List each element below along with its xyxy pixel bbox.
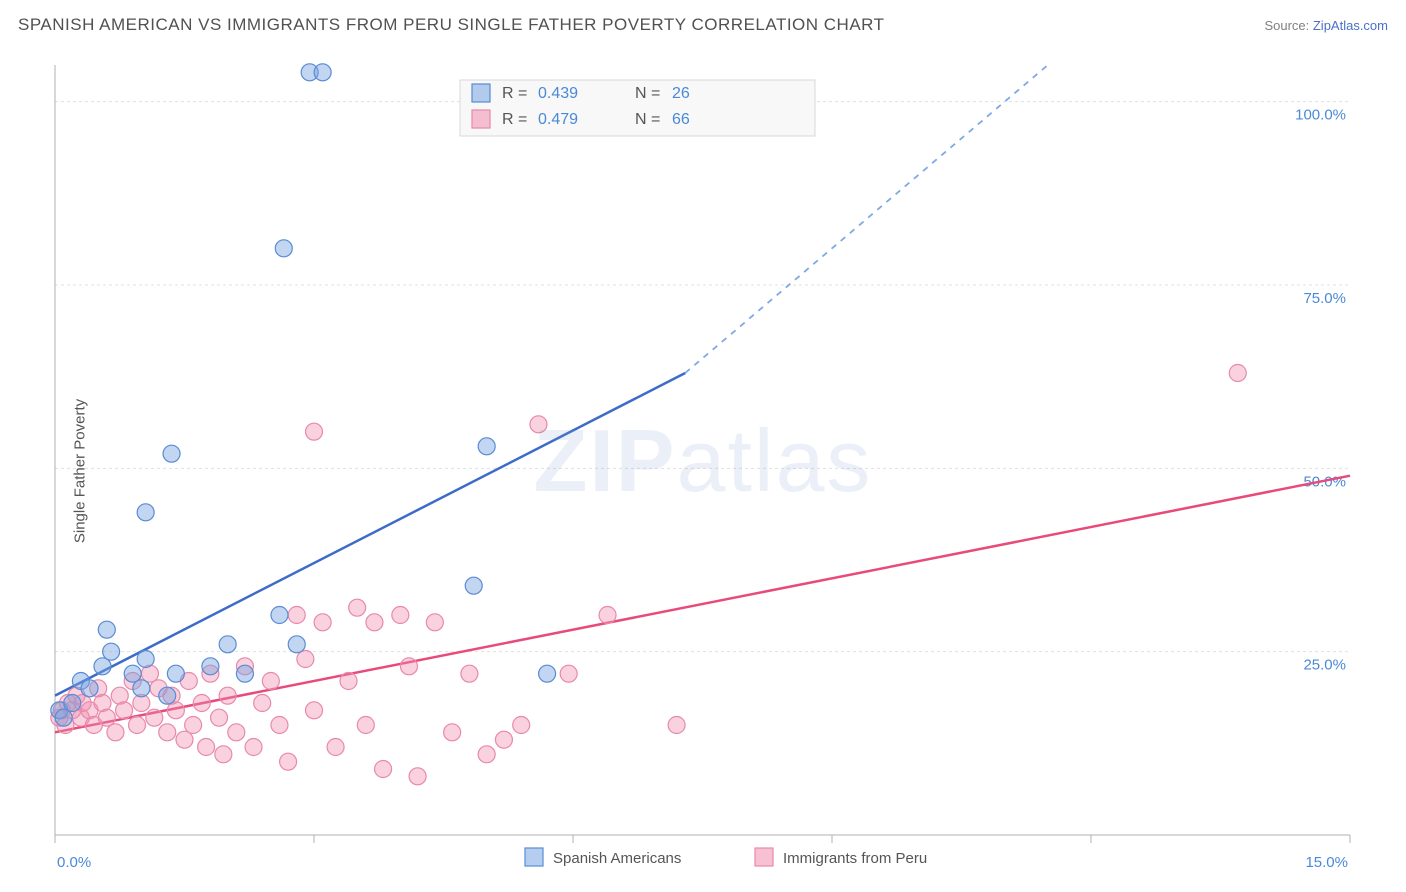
series-legend-label: Immigrants from Peru: [783, 850, 927, 867]
y-axis-label: Single Father Poverty: [72, 399, 89, 543]
data-point: [129, 717, 146, 734]
data-point: [375, 761, 392, 778]
data-point: [560, 665, 577, 682]
data-point: [1229, 365, 1246, 382]
data-point: [146, 709, 163, 726]
data-point: [124, 665, 141, 682]
x-tick-label-min: 0.0%: [57, 854, 91, 871]
scatter-chart: 0.0%15.0%25.0%50.0%75.0%100.0%R =0.439N …: [0, 50, 1406, 892]
data-point: [262, 673, 279, 690]
data-point: [426, 614, 443, 631]
chart-title: SPANISH AMERICAN VS IMMIGRANTS FROM PERU…: [18, 15, 885, 35]
data-point: [159, 724, 176, 741]
data-point: [236, 665, 253, 682]
data-point: [297, 651, 314, 668]
data-point: [107, 724, 124, 741]
data-point: [193, 695, 210, 712]
data-point: [392, 607, 409, 624]
data-point: [495, 731, 512, 748]
y-tick-label: 75.0%: [1303, 290, 1346, 307]
data-point: [327, 739, 344, 756]
data-point: [409, 768, 426, 785]
data-point: [98, 621, 115, 638]
data-point: [306, 423, 323, 440]
data-point: [478, 438, 495, 455]
data-point: [444, 724, 461, 741]
data-point: [461, 665, 478, 682]
data-point: [137, 651, 154, 668]
data-point: [55, 709, 72, 726]
data-point: [288, 607, 305, 624]
data-point: [167, 665, 184, 682]
legend-stat: 66: [672, 111, 690, 128]
data-point: [314, 64, 331, 81]
data-point: [103, 643, 120, 660]
series-legend-label: Spanish Americans: [553, 850, 681, 867]
data-point: [133, 680, 150, 697]
data-point: [215, 746, 232, 763]
data-point: [668, 717, 685, 734]
data-point: [465, 577, 482, 594]
data-point: [219, 687, 236, 704]
data-point: [176, 731, 193, 748]
data-point: [254, 695, 271, 712]
data-point: [159, 687, 176, 704]
source-link[interactable]: ZipAtlas.com: [1313, 18, 1388, 33]
data-point: [94, 658, 111, 675]
data-point: [599, 607, 616, 624]
data-point: [219, 636, 236, 653]
legend-stat: 26: [672, 85, 690, 102]
source-prefix: Source:: [1264, 18, 1312, 33]
chart-container: Single Father Poverty ZIPatlas 0.0%15.0%…: [0, 50, 1406, 892]
data-point: [64, 695, 81, 712]
legend-stat: R =: [502, 85, 527, 102]
data-point: [81, 680, 98, 697]
data-point: [245, 739, 262, 756]
data-point: [137, 504, 154, 521]
legend-stat: N =: [635, 85, 660, 102]
data-point: [167, 702, 184, 719]
data-point: [271, 717, 288, 734]
data-point: [98, 709, 115, 726]
data-point: [478, 746, 495, 763]
data-point: [530, 416, 547, 433]
data-point: [314, 614, 331, 631]
data-point: [340, 673, 357, 690]
data-point: [539, 665, 556, 682]
source-attribution: Source: ZipAtlas.com: [1264, 18, 1388, 33]
x-tick-label-max: 15.0%: [1305, 854, 1348, 871]
chart-header: SPANISH AMERICAN VS IMMIGRANTS FROM PERU…: [0, 0, 1406, 50]
legend-stat: 0.479: [538, 111, 578, 128]
legend-stat: 0.439: [538, 85, 578, 102]
data-point: [116, 702, 133, 719]
data-point: [185, 717, 202, 734]
data-point: [280, 753, 297, 770]
data-point: [198, 739, 215, 756]
data-point: [513, 717, 530, 734]
y-tick-label: 100.0%: [1295, 107, 1346, 124]
data-point: [275, 240, 292, 257]
data-point: [211, 709, 228, 726]
data-point: [288, 636, 305, 653]
data-point: [400, 658, 417, 675]
data-point: [306, 702, 323, 719]
data-point: [357, 717, 374, 734]
data-point: [349, 599, 366, 616]
legend-stat: R =: [502, 111, 527, 128]
data-point: [228, 724, 245, 741]
data-point: [271, 607, 288, 624]
legend-stat: N =: [635, 111, 660, 128]
data-point: [163, 445, 180, 462]
data-point: [202, 658, 219, 675]
data-point: [366, 614, 383, 631]
y-tick-label: 25.0%: [1303, 657, 1346, 674]
